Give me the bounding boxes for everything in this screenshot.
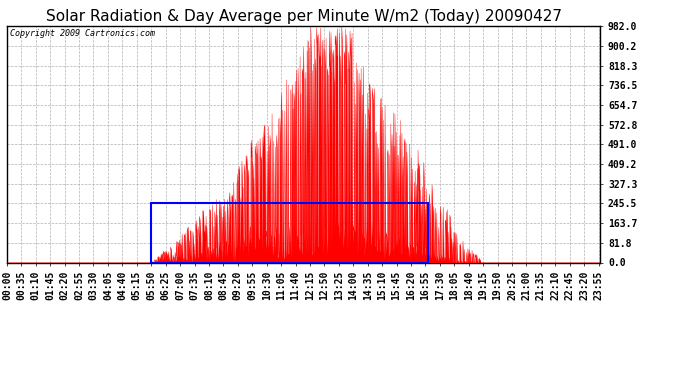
Text: Copyright 2009 Cartronics.com: Copyright 2009 Cartronics.com <box>10 28 155 38</box>
Bar <box>151 204 428 262</box>
Title: Solar Radiation & Day Average per Minute W/m2 (Today) 20090427: Solar Radiation & Day Average per Minute… <box>46 9 562 24</box>
